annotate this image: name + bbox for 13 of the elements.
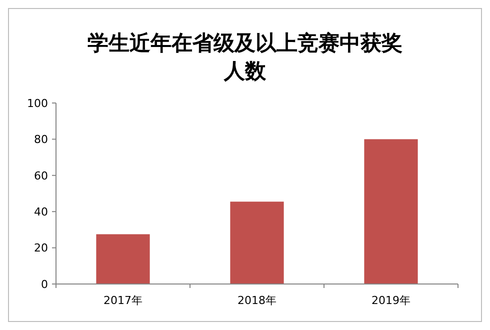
x-tick-label: 2019年 <box>372 294 410 307</box>
x-tick-label: 2018年 <box>238 294 276 307</box>
y-tick-label: 0 <box>41 278 48 291</box>
bar <box>96 234 150 284</box>
y-tick-label: 60 <box>34 169 48 182</box>
x-tick-label: 2017年 <box>104 294 142 307</box>
y-tick-label: 80 <box>34 133 48 146</box>
y-tick-label: 20 <box>34 242 48 255</box>
bar <box>364 139 418 284</box>
y-tick-label: 40 <box>34 205 48 218</box>
y-tick-label: 100 <box>27 96 48 110</box>
chart-title: 学生近年在省级及以上竞赛中获奖人数 <box>88 31 402 83</box>
bar <box>230 202 284 284</box>
